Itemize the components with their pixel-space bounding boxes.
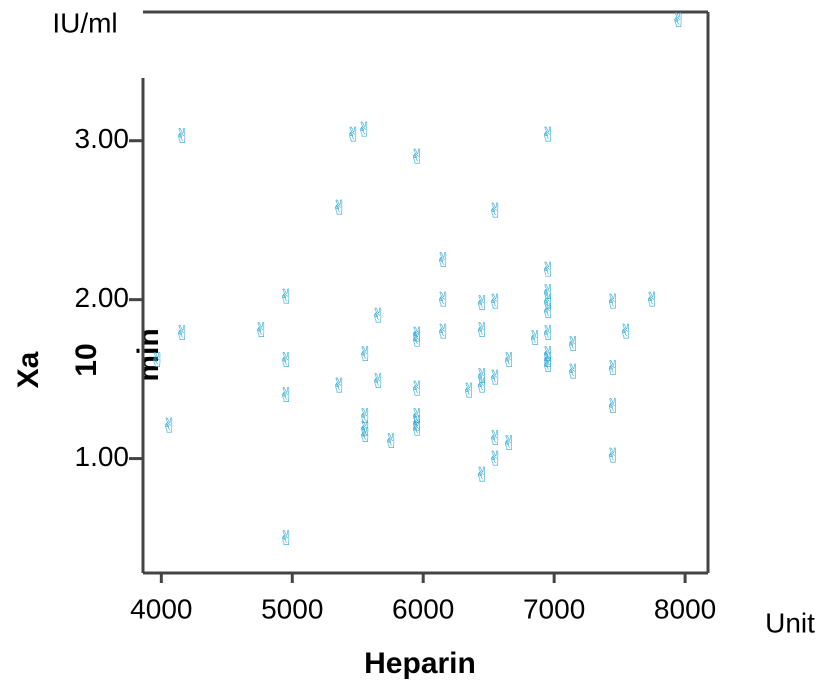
point: ✌︎ <box>605 356 622 380</box>
point: ✌︎ <box>174 321 191 345</box>
y-tick-label: 3.00 <box>75 123 130 154</box>
point: ✌︎ <box>383 429 400 453</box>
point: ✌︎ <box>409 327 426 351</box>
point: ✌︎ <box>474 318 491 342</box>
point: ✌︎ <box>278 348 295 372</box>
point: ✌︎ <box>370 369 387 393</box>
y-axis-label: 10 <box>70 343 103 376</box>
point: ✌︎ <box>565 359 582 383</box>
point: ✌︎ <box>540 353 557 377</box>
x-tick-label: 6000 <box>392 593 454 624</box>
y-tick-label: 2.00 <box>75 282 130 313</box>
point: ✌︎ <box>487 366 504 390</box>
point: ✌︎ <box>409 377 426 401</box>
y-unit: IU/ml <box>52 7 117 38</box>
point: ✌︎ <box>487 447 504 471</box>
point: ✌︎ <box>435 288 452 312</box>
point: ✌︎ <box>540 280 557 304</box>
point: ✌︎ <box>174 124 191 148</box>
point: ✌︎ <box>501 348 518 372</box>
point: ✌︎ <box>540 321 557 345</box>
point: ✌︎ <box>357 416 374 440</box>
point: ✌︎ <box>565 332 582 356</box>
point: ✌︎ <box>409 145 426 169</box>
point: ✌︎ <box>461 378 478 402</box>
point: ✌︎ <box>409 404 426 428</box>
point: ✌︎ <box>161 413 178 437</box>
y-axis-label: min <box>132 328 165 381</box>
point: ✌︎ <box>278 285 295 309</box>
point: ✌︎ <box>540 299 557 323</box>
point: ✌︎ <box>435 248 452 272</box>
point: ✌︎ <box>605 394 622 418</box>
y-axis-label: Xa <box>12 351 45 388</box>
point: ✌︎ <box>357 423 374 447</box>
point: ✌︎ <box>474 291 491 315</box>
point: ✌︎ <box>527 326 544 350</box>
point: ✌︎ <box>474 364 491 388</box>
point: ✌︎ <box>540 258 557 282</box>
x-unit: Unit <box>765 607 815 638</box>
point: ✌︎ <box>540 122 557 146</box>
point: ✌︎ <box>409 412 426 436</box>
point: ✌︎ <box>357 404 374 428</box>
frame <box>141 10 710 575</box>
point: ✌︎ <box>487 426 504 450</box>
point: ✌︎ <box>345 122 362 146</box>
point: ✌︎ <box>501 431 518 455</box>
point: ✌︎ <box>540 289 557 313</box>
point: ✌︎ <box>644 288 661 312</box>
x-axis-label: Heparin <box>364 647 476 680</box>
point: ✌︎ <box>409 323 426 347</box>
point: ✌︎ <box>370 304 387 328</box>
point: ✌︎ <box>331 196 348 220</box>
point: ✌︎ <box>487 199 504 223</box>
point: ✌︎ <box>278 383 295 407</box>
y-tick-label: 1.00 <box>75 441 130 472</box>
x-tick-label: 8000 <box>654 593 716 624</box>
point: ✌︎ <box>618 320 635 344</box>
point: ✌︎ <box>605 289 622 313</box>
point: ✌︎ <box>540 342 557 366</box>
point: ✌︎ <box>357 342 374 366</box>
point: ✌︎ <box>253 318 270 342</box>
point: ✌︎ <box>435 320 452 344</box>
point: ✌︎ <box>474 374 491 398</box>
point: ✌︎ <box>356 118 373 142</box>
point: ✌︎ <box>149 348 166 372</box>
point: ✌︎ <box>409 416 426 440</box>
point: ✌︎ <box>605 443 622 467</box>
x-tick-label: 4000 <box>130 593 192 624</box>
x-tick-label: 7000 <box>523 593 585 624</box>
point: ✌︎ <box>540 348 557 372</box>
point: ✌︎ <box>670 8 687 32</box>
point: ✌︎ <box>474 463 491 487</box>
x-tick-label: 5000 <box>261 593 323 624</box>
point: ✌︎ <box>331 374 348 398</box>
point: ✌︎ <box>487 289 504 313</box>
point: ✌︎ <box>278 526 295 550</box>
